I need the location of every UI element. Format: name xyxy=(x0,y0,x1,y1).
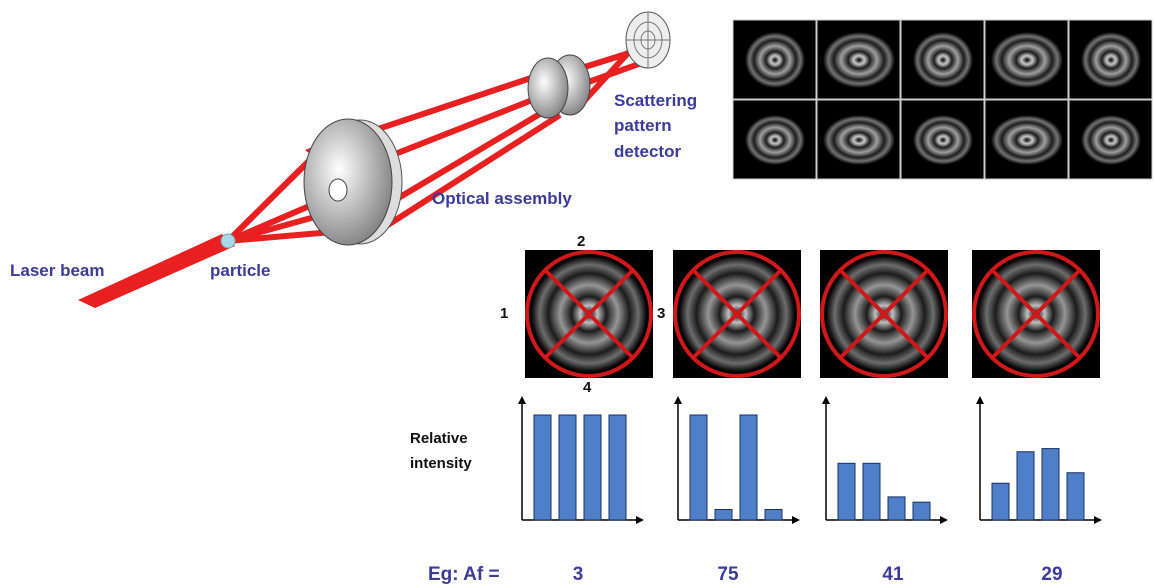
arrow xyxy=(674,396,682,404)
bar xyxy=(689,414,708,521)
pattern xyxy=(745,32,805,88)
bar xyxy=(1066,472,1085,521)
label: Scattering xyxy=(614,91,697,110)
arrow xyxy=(940,516,948,524)
quadrant-label: 3 xyxy=(657,305,665,322)
arrow xyxy=(976,396,984,404)
cross-circle xyxy=(972,250,1100,378)
axis-label: intensity xyxy=(410,455,472,472)
pattern-grid xyxy=(732,19,1153,180)
label: particle xyxy=(210,261,270,280)
arrow xyxy=(792,516,800,524)
bar xyxy=(1016,451,1035,521)
bar xyxy=(583,414,602,521)
cross-circle xyxy=(673,250,801,378)
bar xyxy=(608,414,627,521)
pattern xyxy=(991,32,1063,88)
pattern xyxy=(745,115,805,165)
bar xyxy=(912,501,931,521)
optics xyxy=(78,11,671,308)
cross xyxy=(838,268,930,360)
cross xyxy=(543,268,635,360)
arrow xyxy=(636,516,644,524)
label: detector xyxy=(614,142,681,161)
pattern xyxy=(823,115,895,165)
bar xyxy=(533,414,552,521)
bar xyxy=(991,482,1010,521)
label: pattern xyxy=(614,116,672,135)
example-label: Eg: Af = xyxy=(428,564,500,584)
bar xyxy=(837,462,856,521)
arrow xyxy=(518,396,526,404)
pattern xyxy=(1081,115,1141,165)
af-value: 3 xyxy=(573,564,584,584)
arrow xyxy=(822,396,830,404)
bar xyxy=(764,509,783,521)
cross-circle xyxy=(525,250,653,378)
bar xyxy=(1041,448,1060,521)
bar xyxy=(862,462,881,521)
bar xyxy=(558,414,577,521)
cross xyxy=(691,268,783,360)
pattern xyxy=(1081,32,1141,88)
label: Laser beam xyxy=(10,261,105,280)
af-value: 29 xyxy=(1041,564,1062,584)
quadrant-label: 4 xyxy=(583,379,592,396)
label: Optical assembly xyxy=(432,189,572,208)
cross-circle xyxy=(820,250,948,378)
quadrant-label: 1 xyxy=(500,305,508,322)
cross xyxy=(990,268,1082,360)
af-value: 75 xyxy=(717,564,739,584)
pattern xyxy=(823,32,895,88)
pattern xyxy=(913,32,973,88)
pattern xyxy=(991,115,1063,165)
bar xyxy=(714,509,733,521)
bar xyxy=(739,414,758,521)
pattern xyxy=(913,115,973,165)
quadrant-label: 2 xyxy=(577,233,585,250)
arrow xyxy=(1094,516,1102,524)
axis-label: Relative xyxy=(410,430,468,447)
bar xyxy=(887,496,906,521)
af-value: 41 xyxy=(882,564,904,584)
